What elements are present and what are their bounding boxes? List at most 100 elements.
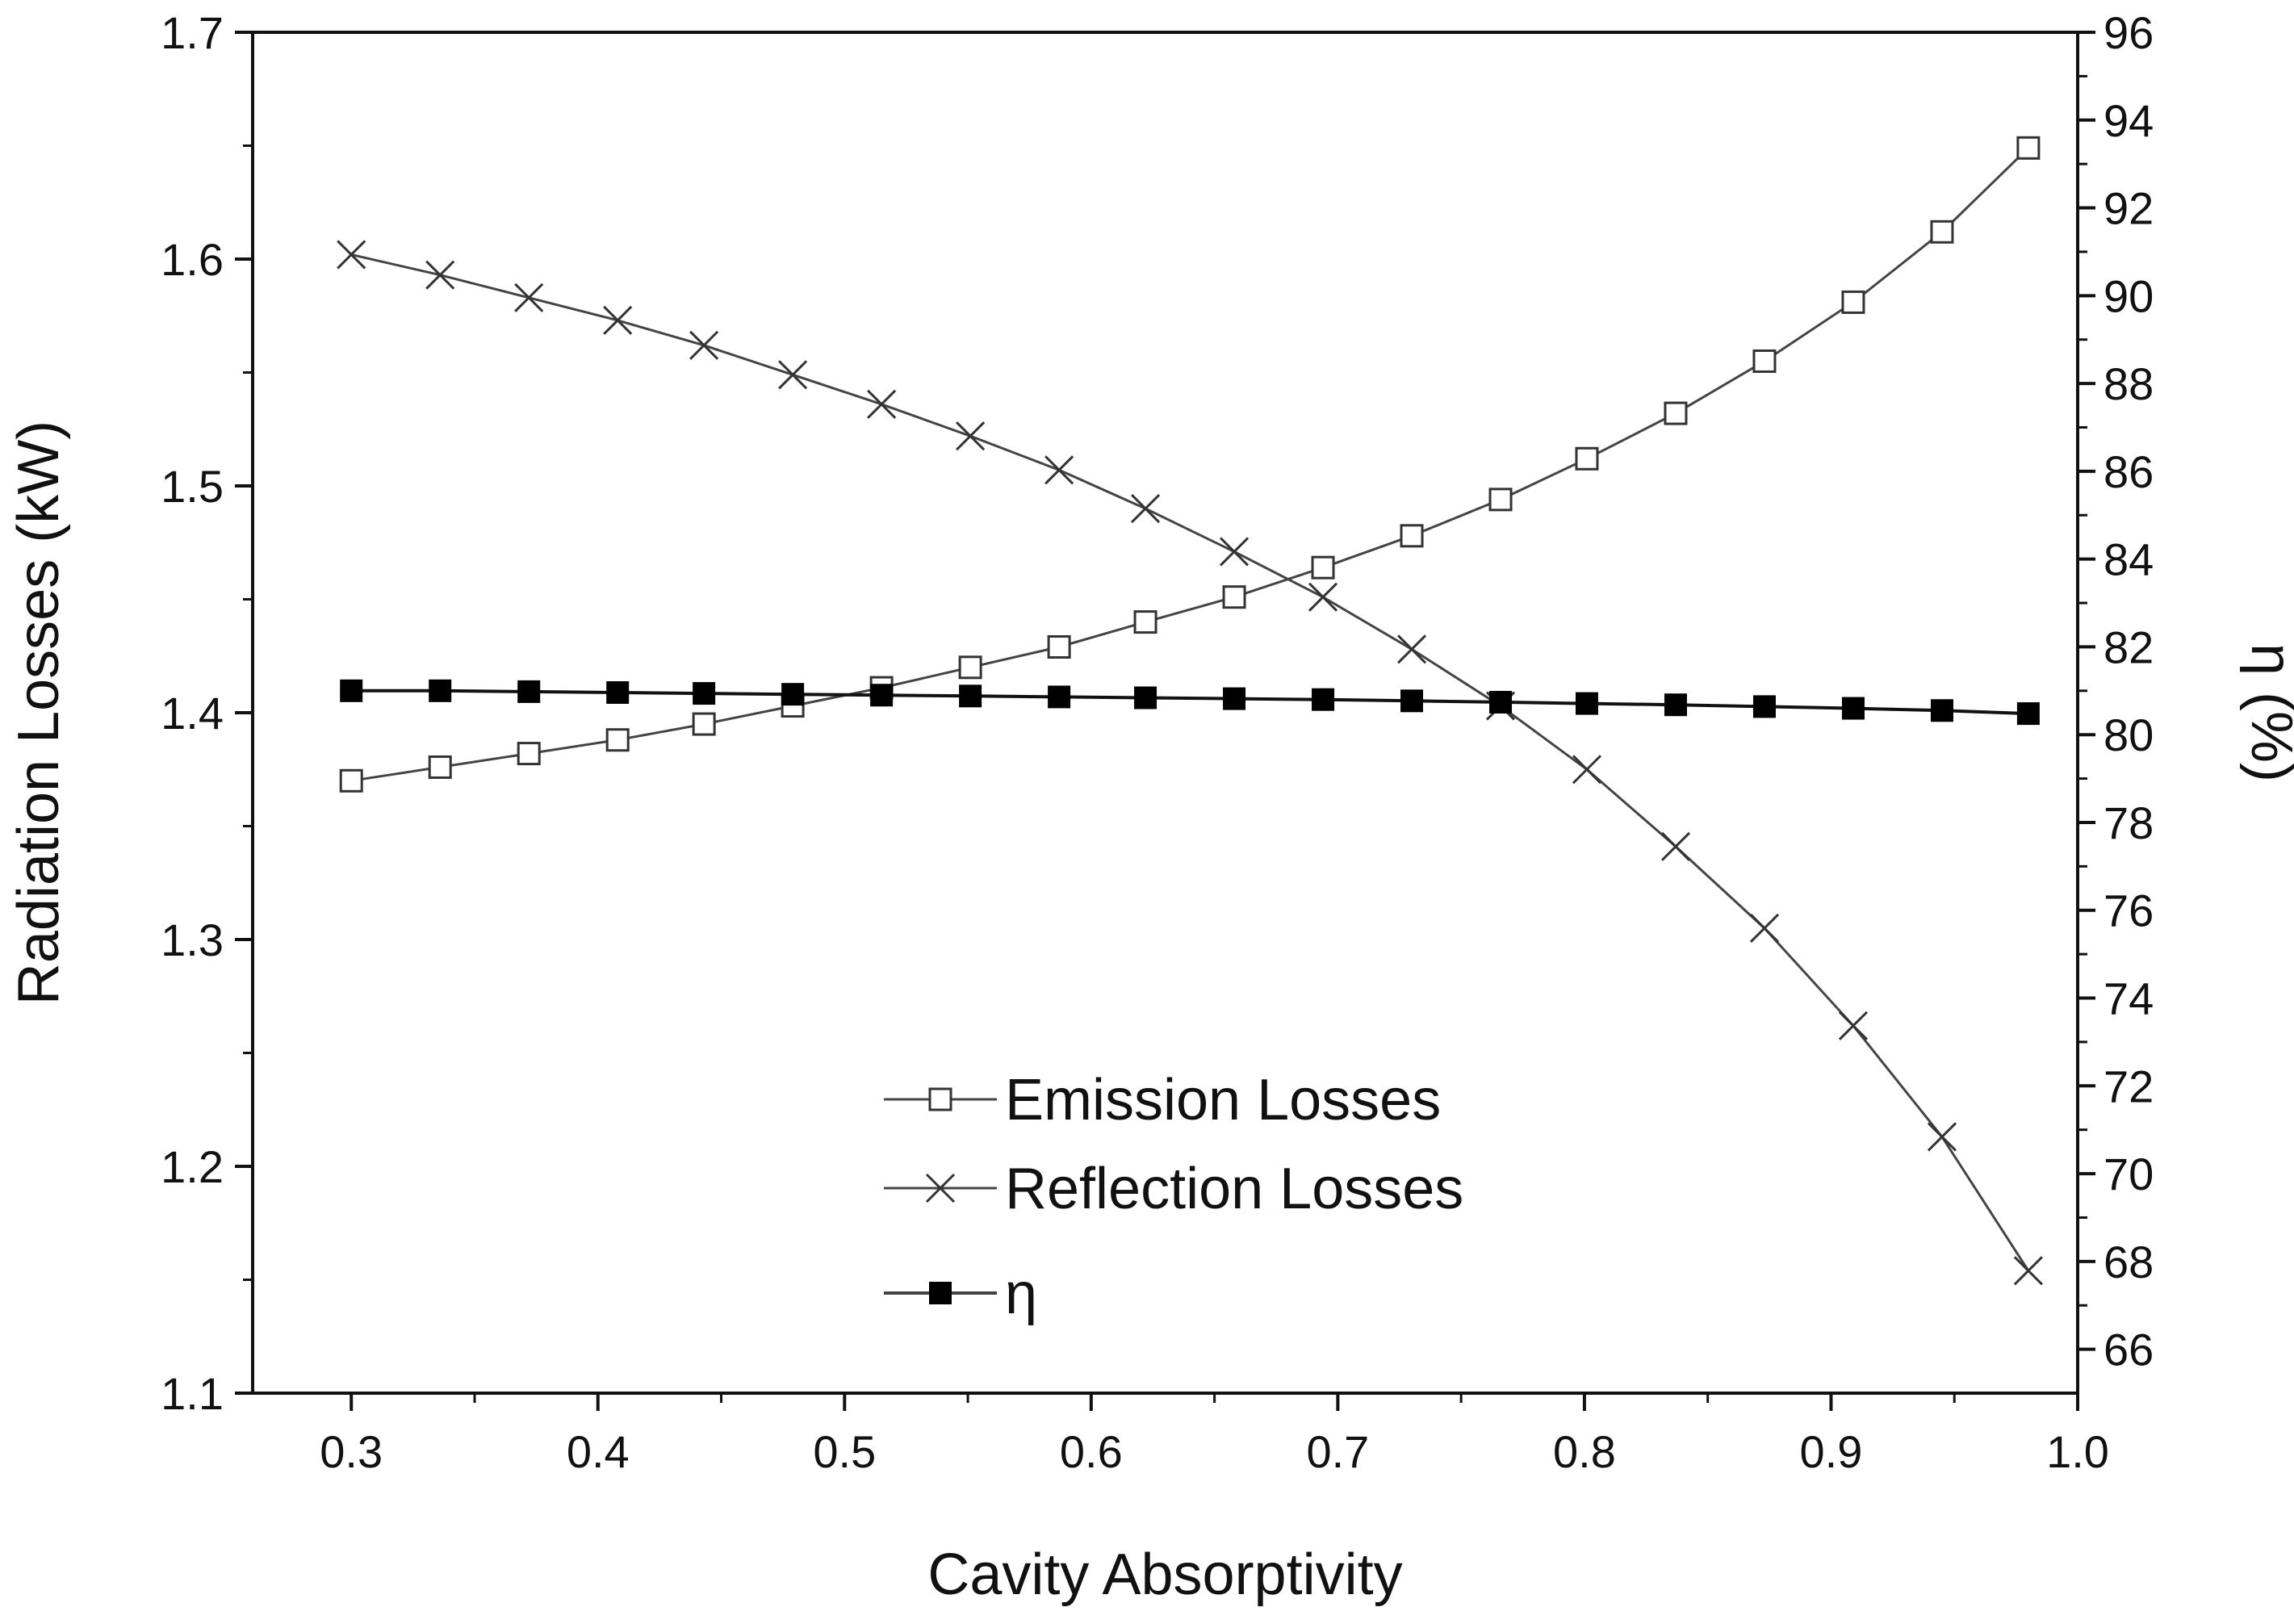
data-point (517, 680, 541, 703)
data-point (689, 330, 719, 360)
y2-tick-label: 92 (2104, 183, 2154, 234)
data-point (1752, 695, 1776, 718)
cross-stroke (1130, 494, 1161, 524)
data-point (1749, 913, 1780, 944)
cross-stroke (1749, 913, 1780, 944)
data-point (1930, 220, 1954, 244)
data-point (428, 755, 452, 779)
x-tick-label: 0.6 (1060, 1426, 1123, 1477)
y2-tick-label: 94 (2104, 95, 2154, 146)
y2-tick-label: 68 (2104, 1237, 2154, 1287)
data-point (692, 712, 716, 736)
y-tick-label: 1.3 (161, 915, 224, 965)
data-point (2016, 702, 2040, 726)
data-point (429, 679, 452, 702)
series-line (350, 147, 2029, 782)
data-point (1664, 693, 1687, 717)
y-tick-label: 1.6 (161, 234, 224, 285)
data-point (781, 683, 805, 706)
y2-tick-label: 70 (2104, 1149, 2154, 1199)
cross-stroke (956, 421, 986, 451)
x-tick-label: 0.4 (567, 1426, 630, 1477)
data-point (1130, 494, 1161, 524)
cross-stroke (778, 360, 808, 390)
legend-label: Reflection Losses (1005, 1157, 1463, 1221)
data-point (1489, 690, 1513, 714)
data-point (959, 684, 982, 708)
y2-tick-label: 78 (2104, 797, 2154, 848)
cross-stroke (1308, 582, 1338, 612)
data-point (340, 679, 363, 702)
cross-stroke (425, 260, 455, 290)
legend-label: Emission Losses (1005, 1068, 1441, 1132)
x-tick-label: 0.7 (1306, 1426, 1369, 1477)
data-point (1308, 582, 1338, 612)
y-tick-label: 1.2 (161, 1141, 224, 1192)
data-point (514, 283, 544, 312)
data-point (1400, 689, 1424, 713)
series-0 (339, 136, 2041, 793)
legend-entry: Reflection Losses (884, 1157, 1463, 1221)
x-tick-label: 0.9 (1800, 1426, 1863, 1477)
data-point (1400, 524, 1424, 548)
y-tick-label: 1.4 (161, 688, 224, 739)
data-point (606, 680, 630, 704)
legend: Emission Losses Reflection Losses η (884, 1068, 1463, 1326)
y2-tick-label: 66 (2104, 1325, 2154, 1375)
cross-stroke (867, 389, 897, 419)
data-point (1134, 686, 1157, 709)
legend-marker (929, 1282, 952, 1304)
y2-tick-label: 82 (2104, 622, 2154, 672)
data-point (1841, 290, 1865, 314)
data-point (1488, 488, 1513, 512)
data-point (605, 728, 630, 752)
x-tick-label: 0.8 (1553, 1426, 1616, 1477)
y2-tick-label: 72 (2104, 1061, 2154, 1111)
y2-tick-label: 76 (2104, 885, 2154, 936)
cross-stroke (925, 1173, 956, 1203)
y2-tick-label: 96 (2104, 7, 2154, 58)
data-point (1048, 685, 1071, 709)
cross-stroke (1572, 755, 1602, 785)
data-point (1841, 697, 1865, 720)
x-tick-label: 0.3 (320, 1426, 383, 1477)
series-2 (340, 679, 2040, 726)
data-point (1047, 635, 1071, 659)
data-point (425, 260, 455, 290)
data-point (1219, 537, 1250, 567)
data-point (1664, 401, 1688, 425)
cross-stroke (2013, 1256, 2043, 1286)
cross-stroke (337, 240, 366, 270)
data-point (2016, 136, 2041, 160)
y-axis-title: Radiation Losses (kW) (6, 421, 71, 1005)
data-point (339, 768, 363, 793)
legend-label: η (1005, 1262, 1037, 1326)
cross-stroke (1219, 537, 1250, 567)
data-point (778, 360, 808, 390)
data-point (1575, 446, 1599, 471)
x-tick-label: 0.5 (813, 1426, 876, 1477)
cross-stroke (1044, 455, 1074, 485)
legend-marker (928, 1087, 952, 1111)
cross-stroke (689, 330, 719, 360)
legend-entry: Emission Losses (884, 1068, 1441, 1132)
x-tick-label: 1.0 (2046, 1426, 2109, 1477)
y2-tick-label: 90 (2104, 270, 2154, 321)
data-point (1660, 831, 1691, 861)
data-point (603, 305, 633, 335)
cross-stroke (514, 283, 544, 312)
data-point (1311, 555, 1335, 580)
legend-marker (925, 1173, 956, 1203)
x-axis-title: Cavity Absorptivity (927, 1542, 1402, 1607)
y-tick-label: 1.1 (161, 1368, 224, 1419)
data-point (2013, 1256, 2043, 1286)
data-point (1222, 585, 1246, 609)
cross-stroke (1927, 1122, 1957, 1152)
data-point (517, 742, 541, 766)
data-point (1044, 455, 1074, 485)
data-point (1838, 1011, 1869, 1040)
y2-tick-label: 84 (2104, 534, 2154, 585)
data-point (958, 655, 982, 680)
legend-entry: η (884, 1262, 1037, 1326)
data-point (1312, 688, 1335, 711)
